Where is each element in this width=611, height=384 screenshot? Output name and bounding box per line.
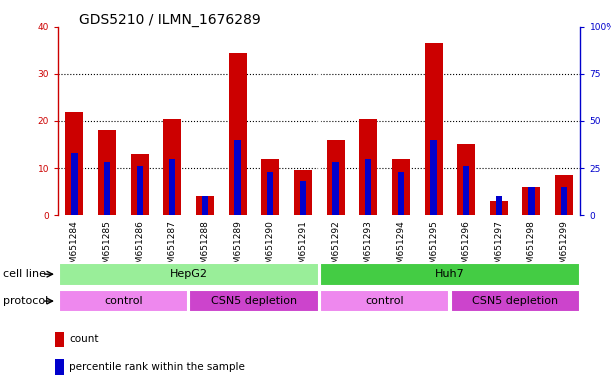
Bar [320,290,449,313]
Bar [496,196,502,215]
Text: GDS5210 / ILMN_1676289: GDS5210 / ILMN_1676289 [79,13,261,27]
Bar [300,181,306,215]
Text: count: count [69,334,98,344]
Text: control: control [104,296,142,306]
Bar [425,43,442,215]
Bar [59,263,318,286]
Bar [457,144,475,215]
Bar [267,172,273,215]
Text: control: control [365,296,404,306]
Bar [529,187,535,215]
Bar [430,140,437,215]
Bar [398,172,404,215]
Bar [490,201,508,215]
Bar [59,290,188,313]
Bar [359,119,377,215]
Bar [332,162,338,215]
Text: protocol: protocol [3,296,48,306]
Text: cell line: cell line [3,269,46,279]
Bar [235,140,241,215]
Bar [163,119,181,215]
Bar [71,153,78,215]
Bar [55,332,64,347]
Bar [229,53,247,215]
Bar [65,112,83,215]
Bar [561,187,567,215]
Bar [327,140,345,215]
Bar [392,159,410,215]
Bar [365,159,371,215]
Bar [104,162,110,215]
Bar [55,359,64,375]
Bar [131,154,148,215]
Bar [169,159,175,215]
Text: CSN5 depletion: CSN5 depletion [472,296,558,306]
Text: CSN5 depletion: CSN5 depletion [211,296,297,306]
Bar [196,196,214,215]
Bar [522,187,541,215]
Bar [262,159,279,215]
Bar [98,131,116,215]
Text: HepG2: HepG2 [170,269,208,279]
Bar [320,263,580,286]
Bar [450,290,580,313]
Bar [294,170,312,215]
Bar [463,166,469,215]
Bar [136,166,143,215]
Bar [202,196,208,215]
Bar [189,290,318,313]
Text: percentile rank within the sample: percentile rank within the sample [69,362,245,372]
Bar [555,175,573,215]
Text: Huh7: Huh7 [435,269,465,279]
